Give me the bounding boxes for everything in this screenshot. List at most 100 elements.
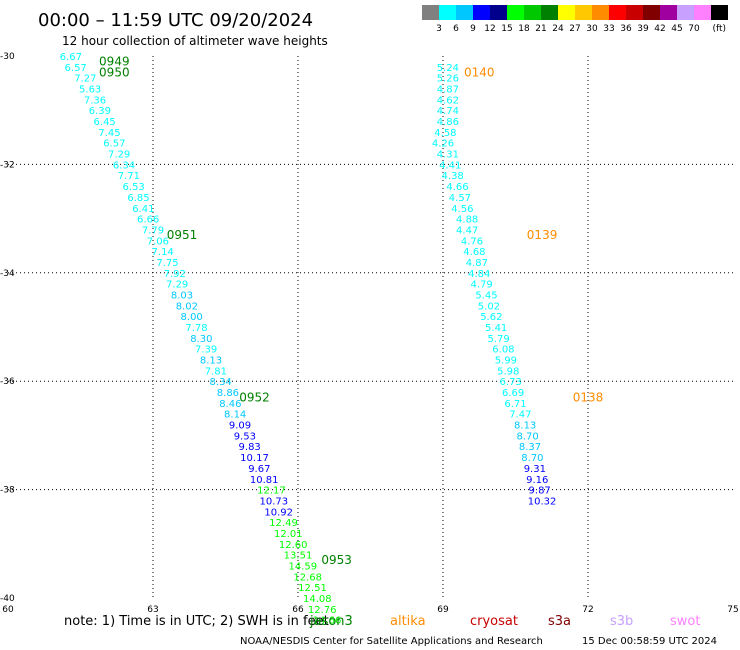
colorbar-label: 27 — [569, 24, 580, 34]
wave-height-value: 6.34 — [113, 160, 135, 171]
wave-height-value: 8.34 — [210, 377, 232, 388]
wave-height-value: 12.60 — [279, 540, 308, 551]
wave-height-value: 5.41 — [485, 323, 507, 334]
colorbar-swatch — [694, 5, 711, 20]
colorbar-label: 30 — [586, 24, 598, 34]
wave-height-value: 8.30 — [190, 334, 212, 345]
wave-height-value: 4.58 — [434, 128, 456, 139]
wave-height-value: 5.79 — [487, 334, 509, 345]
x-tick-label: 63 — [147, 605, 158, 615]
wave-height-value: 9.16 — [526, 475, 548, 486]
colorbar-swatch — [677, 5, 694, 20]
wave-height-value: 7.47 — [509, 410, 531, 421]
wave-height-value: 6.53 — [123, 182, 145, 193]
wave-height-value: 4.87 — [437, 85, 459, 96]
wave-height-value: 12.01 — [274, 529, 303, 540]
colorbar-label: 39 — [637, 24, 649, 34]
satellite-name: swot — [670, 614, 700, 629]
footer-note: note: 1) Time is in UTC; 2) SWH is in fe… — [64, 614, 329, 629]
wave-height-value: 6.69 — [502, 388, 524, 399]
wave-height-value: 12.49 — [269, 518, 298, 529]
wave-height-value: 8.13 — [200, 356, 222, 367]
colorbar-label: 3 — [436, 24, 442, 34]
wave-height-value: 5.99 — [495, 356, 517, 367]
time-label: 0952 — [239, 390, 270, 404]
footer-credit: NOAA/NESDIS Center for Satellite Applica… — [240, 636, 543, 647]
time-label: 0951 — [167, 228, 198, 242]
chart-subtitle: 12 hour collection of altimeter wave hei… — [62, 34, 328, 48]
colorbar-label: 12 — [484, 24, 495, 34]
wave-height-value: 5.98 — [497, 366, 519, 377]
wave-height-value: 6.85 — [127, 193, 149, 204]
x-tick-label: 75 — [727, 605, 738, 615]
colorbar-label: (ft) — [712, 24, 726, 34]
satellite-name: s3a — [548, 614, 571, 629]
y-tick-label: -36 — [0, 377, 15, 387]
colorbar-label: 45 — [671, 24, 682, 34]
colorbar-label: 33 — [603, 24, 614, 34]
wave-height-value: 4.47 — [456, 225, 478, 236]
wave-height-value: 6.67 — [60, 52, 82, 63]
wave-height-value: 9.53 — [234, 431, 256, 442]
wave-height-value: 7.79 — [142, 225, 164, 236]
colorbar-swatch — [507, 5, 524, 20]
wave-height-value: 4.57 — [449, 193, 471, 204]
wave-height-value: 4.68 — [463, 247, 485, 258]
satellite-legend: jason3 altika cryosat s3a s3b swot — [309, 614, 700, 629]
colorbar-swatch — [592, 5, 609, 20]
wave-height-value: 7.45 — [98, 128, 120, 139]
wave-height-value: 7.75 — [156, 258, 178, 269]
chart-title: 00:00 – 11:59 UTC 09/20/2024 — [38, 10, 313, 31]
wave-height-value: 5.24 — [437, 63, 459, 74]
colorbar-swatch — [626, 5, 643, 20]
wave-height-value: 12.76 — [308, 605, 337, 616]
colorbar-swatch — [473, 5, 490, 20]
wave-height-value: 12.68 — [293, 572, 322, 583]
colorbar-swatch — [558, 5, 575, 20]
footer-timestamp: 15 Dec 00:58:59 UTC 2024 — [582, 636, 717, 647]
wave-height-value: 4.74 — [437, 106, 459, 117]
colorbar-label: 21 — [535, 24, 546, 34]
wave-height-value: 7.39 — [195, 345, 217, 356]
wave-height-value: 4.62 — [437, 95, 459, 106]
colorbar-swatch — [456, 5, 473, 20]
x-tick-label: 66 — [292, 605, 304, 615]
wave-height-value: 9.83 — [239, 442, 261, 453]
colorbar-label: 42 — [654, 24, 665, 34]
wave-height-value: 7.92 — [164, 269, 186, 280]
y-tick-label: -34 — [0, 269, 15, 279]
wave-height-value: 10.73 — [260, 496, 289, 507]
wave-height-value: 14.08 — [303, 594, 332, 605]
wave-height-value: 7.14 — [152, 247, 174, 258]
wave-height-value: 8.46 — [219, 399, 241, 410]
wave-height-value: 8.70 — [521, 453, 543, 464]
x-tick-label: 72 — [582, 605, 593, 615]
wave-height-value: 7.06 — [147, 236, 169, 247]
wave-height-value: 6.41 — [132, 204, 154, 215]
colorbar-label: 24 — [552, 24, 564, 34]
wave-height-value: 13.51 — [284, 551, 313, 562]
wave-height-value: 9.67 — [248, 464, 270, 475]
satellite-name: jason3 — [309, 614, 353, 629]
wave-height-value: 8.86 — [217, 388, 239, 399]
y-tick-label: -40 — [0, 594, 15, 604]
wave-height-value: 4.56 — [451, 204, 473, 215]
colorbar-label: 70 — [688, 24, 700, 34]
series-altika: 5.245.264.874.624.744.864.584.264.314.41… — [432, 63, 603, 508]
wave-height-marks: 6.676.577.275.637.366.396.457.456.577.29… — [60, 52, 604, 627]
wave-height-value: 6.66 — [137, 215, 159, 226]
wave-height-value: 6.08 — [492, 345, 514, 356]
colorbar-label: 15 — [501, 24, 512, 34]
wave-height-value: 4.76 — [461, 236, 483, 247]
wave-height-value: 7.78 — [185, 323, 207, 334]
wave-height-value: 10.17 — [240, 453, 269, 464]
wave-height-value: 8.00 — [181, 312, 203, 323]
wave-height-value: 4.38 — [442, 171, 464, 182]
wave-height-value: 8.13 — [514, 421, 536, 432]
wave-height-value: 6.71 — [504, 399, 526, 410]
colorbar-swatch — [711, 5, 728, 20]
wave-height-value: 8.14 — [224, 410, 246, 421]
wave-height-value: 8.02 — [176, 301, 198, 312]
wave-height-value: 5.63 — [79, 85, 101, 96]
time-label: 0953 — [321, 553, 352, 567]
